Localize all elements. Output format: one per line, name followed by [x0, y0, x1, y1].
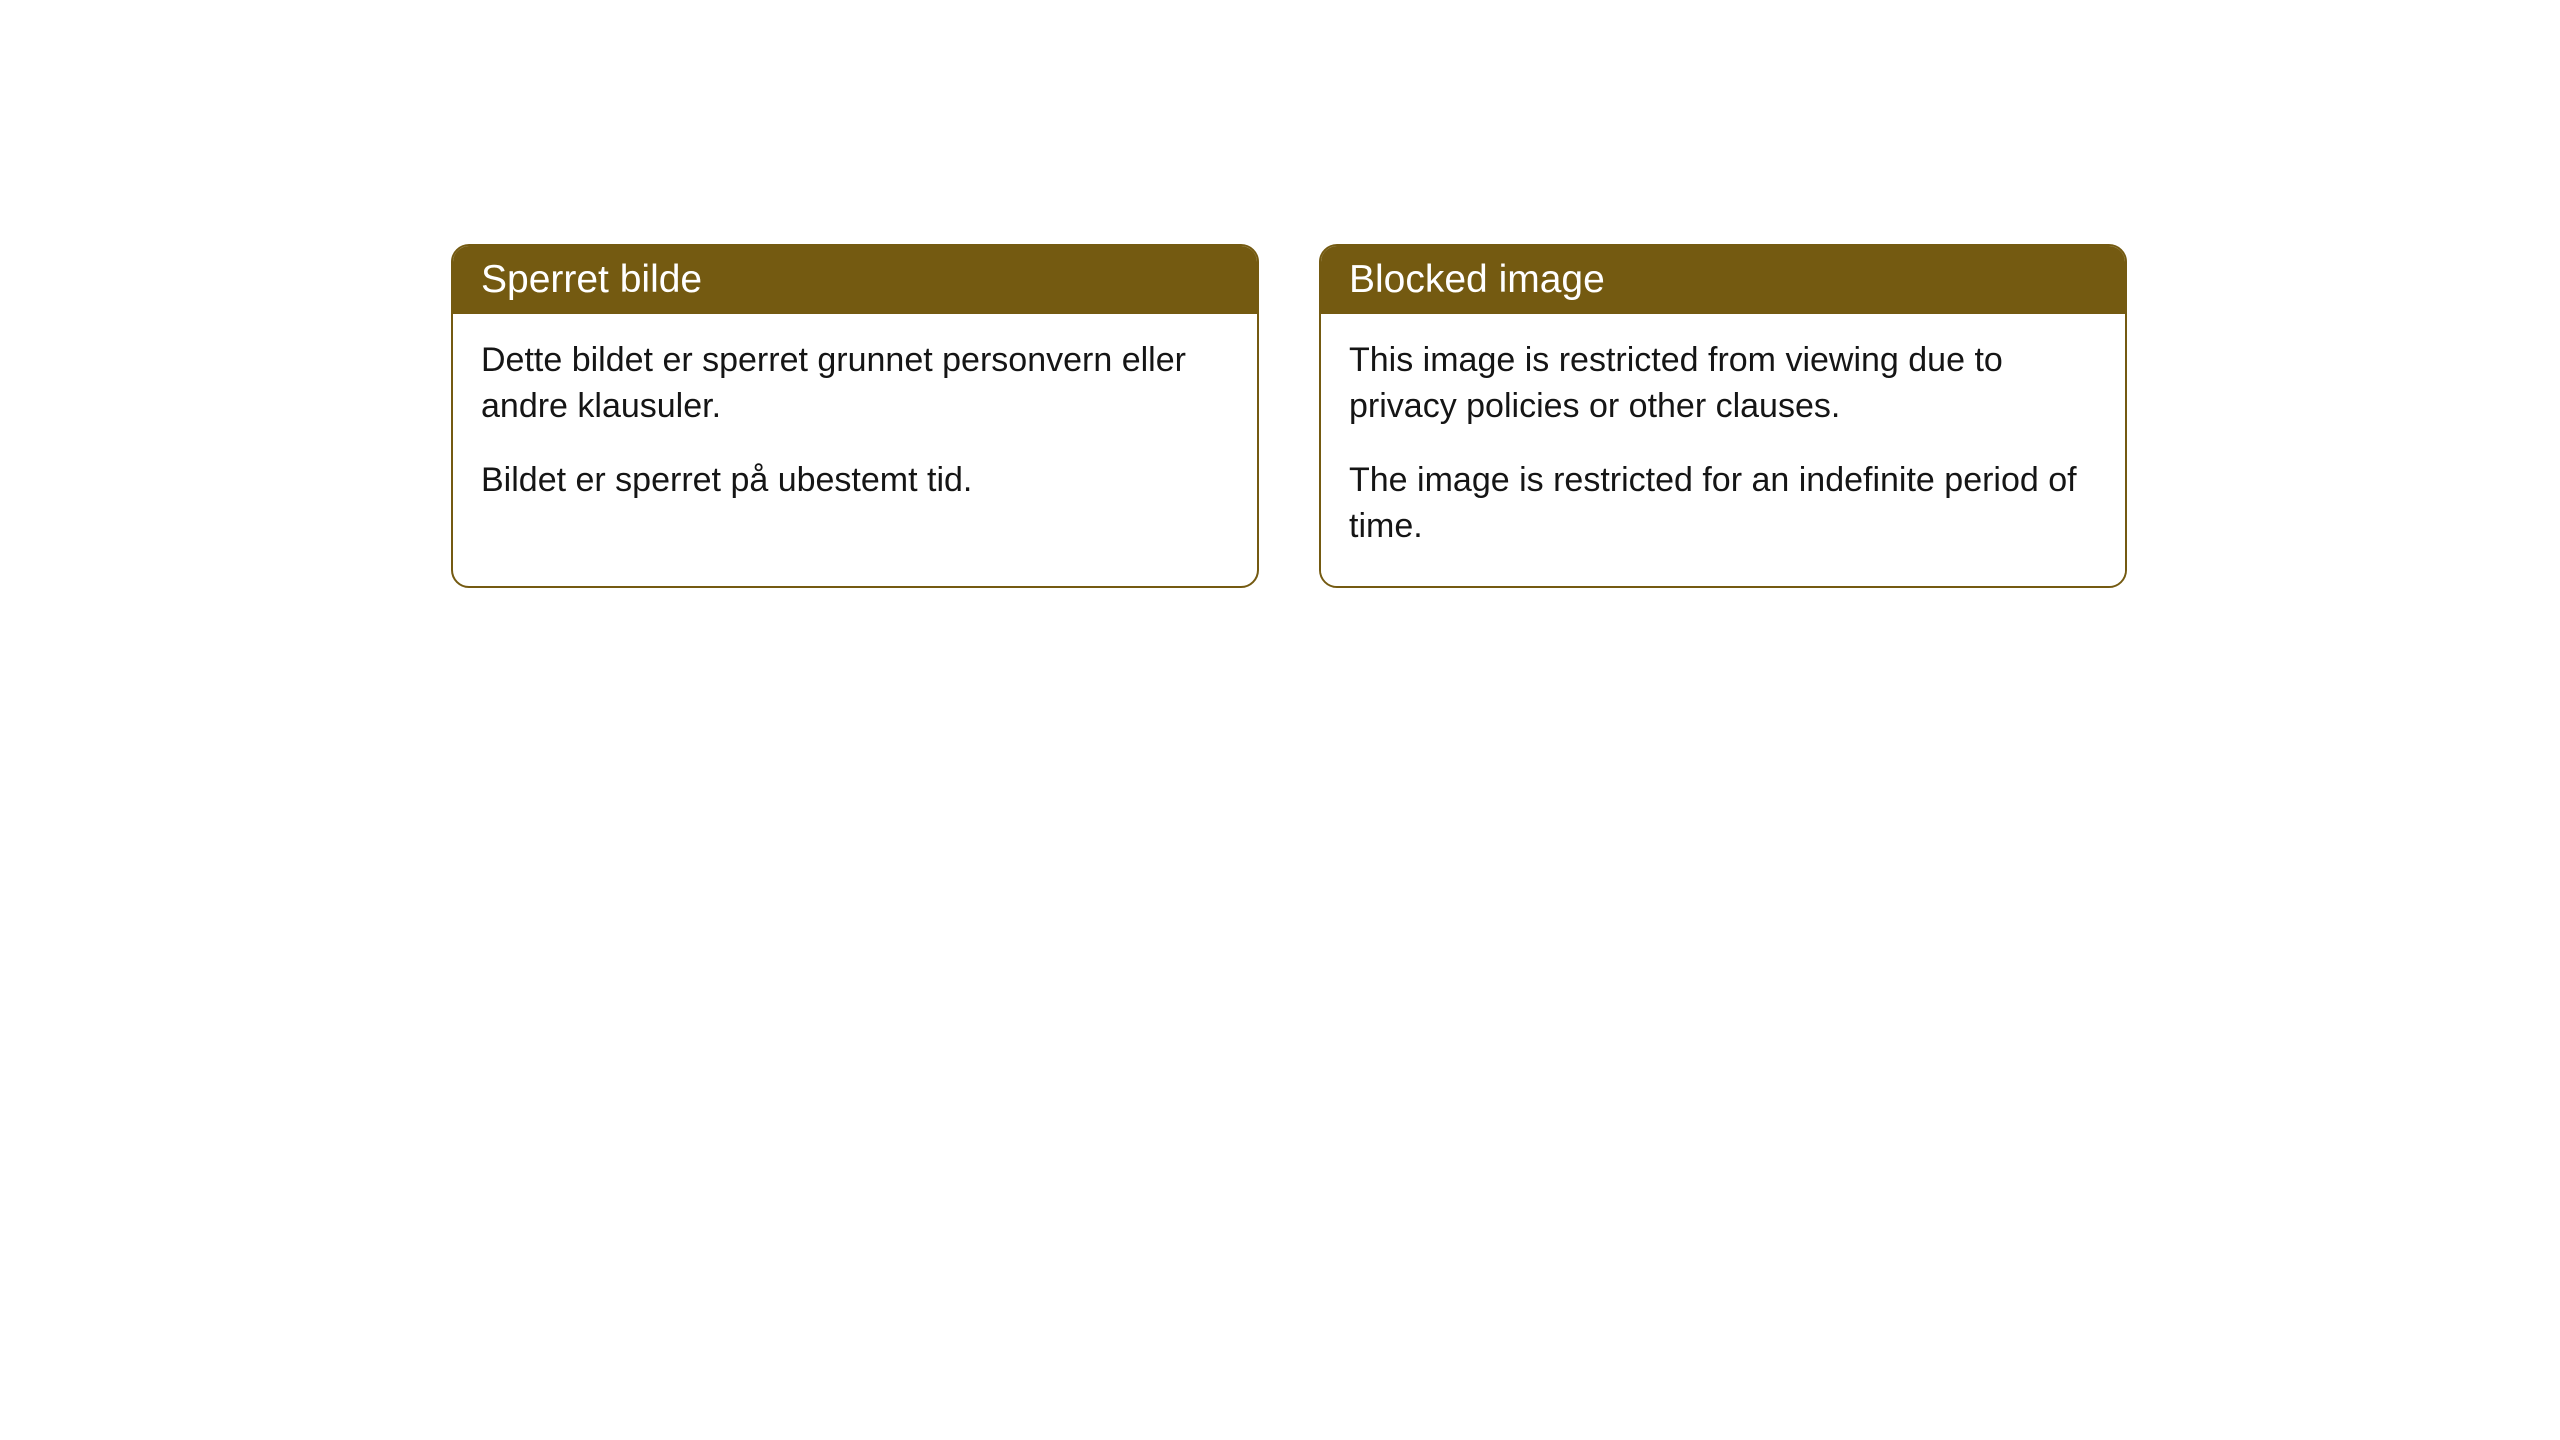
card-header-no: Sperret bilde [453, 246, 1257, 314]
card-blocked-en: Blocked image This image is restricted f… [1319, 244, 2127, 588]
cards-container: Sperret bilde Dette bildet er sperret gr… [451, 244, 2127, 588]
card-blocked-no: Sperret bilde Dette bildet er sperret gr… [451, 244, 1259, 588]
card-paragraph-no-2: Bildet er sperret på ubestemt tid. [481, 458, 1229, 504]
card-body-en: This image is restricted from viewing du… [1321, 314, 2125, 586]
card-body-no: Dette bildet er sperret grunnet personve… [453, 314, 1257, 540]
card-header-en: Blocked image [1321, 246, 2125, 314]
card-paragraph-en-2: The image is restricted for an indefinit… [1349, 458, 2097, 550]
card-paragraph-en-1: This image is restricted from viewing du… [1349, 338, 2097, 430]
card-paragraph-no-1: Dette bildet er sperret grunnet personve… [481, 338, 1229, 430]
